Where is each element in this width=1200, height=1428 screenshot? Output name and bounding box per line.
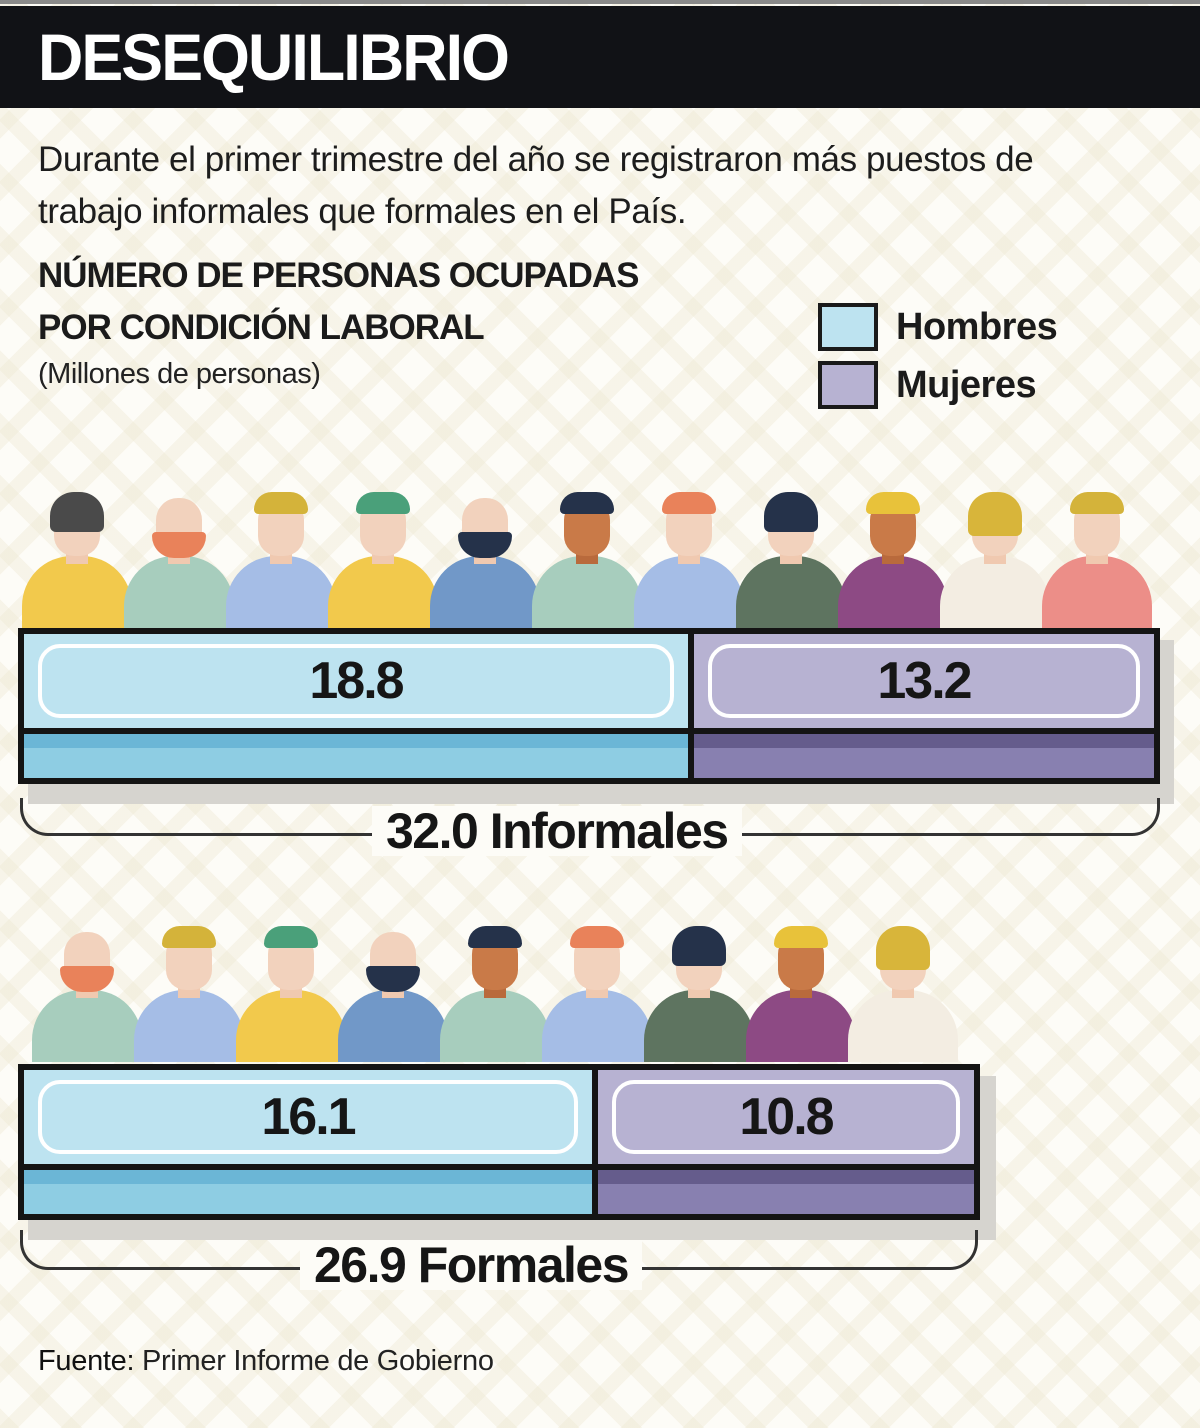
person-illustration xyxy=(542,922,652,1062)
intro-text: Durante el primer trimestre del año se r… xyxy=(38,140,1034,231)
person-illustration xyxy=(338,922,448,1062)
person-illustration xyxy=(940,488,1050,628)
person-illustration xyxy=(644,922,754,1062)
legend-label: Mujeres xyxy=(896,363,1037,406)
total-label-formales: 26.9 Formales xyxy=(300,1240,643,1290)
crowd-illustration-formales xyxy=(32,922,958,1062)
person-illustration xyxy=(124,488,234,628)
person-illustration xyxy=(236,922,346,1062)
bar-segment-hombres: 18.8 xyxy=(24,634,688,778)
source-text: Primer Informe de Gobierno xyxy=(142,1345,494,1377)
person-illustration xyxy=(634,488,744,628)
source-note: Fuente: Primer Informe de Gobierno xyxy=(38,1345,494,1378)
source-label: Fuente: xyxy=(38,1345,135,1377)
chart-title-line1: NÚMERO DE PERSONAS OCUPADAS xyxy=(38,256,639,295)
header-banner: DESEQUILIBRIO xyxy=(0,6,1200,108)
person-illustration xyxy=(1042,488,1152,628)
legend-item-hombres: Hombres xyxy=(818,298,1058,356)
person-illustration xyxy=(134,922,244,1062)
person-illustration xyxy=(22,488,132,628)
page-title: DESEQUILIBRIO xyxy=(38,20,510,94)
crowd-illustration-informales xyxy=(22,488,1152,628)
value-label: 16.1 xyxy=(38,1080,578,1154)
value-label: 10.8 xyxy=(612,1080,960,1154)
legend-swatch-hombres xyxy=(818,303,878,351)
person-illustration xyxy=(226,488,336,628)
person-illustration xyxy=(838,488,948,628)
person-illustration xyxy=(32,922,142,1062)
person-illustration xyxy=(328,488,438,628)
top-rule xyxy=(0,0,1200,4)
bar-formales: 16.1 10.8 xyxy=(18,1064,980,1220)
chart-units: (Millones de personas) xyxy=(38,358,321,390)
total-label-informales: 32.0 Informales xyxy=(372,806,742,856)
chart-title: NÚMERO DE PERSONAS OCUPADAS POR CONDICIÓ… xyxy=(38,250,639,354)
person-illustration xyxy=(736,488,846,628)
bar-informales: 18.8 13.2 xyxy=(18,628,1160,784)
bar-segment-mujeres: 10.8 xyxy=(598,1070,974,1214)
person-illustration xyxy=(430,488,540,628)
chart-title-line2: POR CONDICIÓN LABORAL xyxy=(38,308,485,347)
legend-swatch-mujeres xyxy=(818,361,878,409)
value-label: 13.2 xyxy=(708,644,1140,718)
person-illustration xyxy=(440,922,550,1062)
person-illustration xyxy=(848,922,958,1062)
legend: Hombres Mujeres xyxy=(818,298,1058,414)
bar-segment-mujeres: 13.2 xyxy=(694,634,1154,778)
legend-label: Hombres xyxy=(896,305,1058,348)
legend-item-mujeres: Mujeres xyxy=(818,356,1057,414)
bar-segment-hombres: 16.1 xyxy=(24,1070,592,1214)
person-illustration xyxy=(532,488,642,628)
person-illustration xyxy=(746,922,856,1062)
value-label: 18.8 xyxy=(38,644,674,718)
